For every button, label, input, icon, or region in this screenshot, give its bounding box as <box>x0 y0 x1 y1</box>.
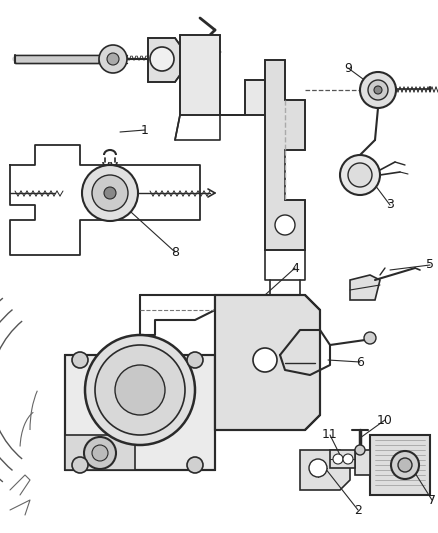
Circle shape <box>99 45 127 73</box>
Text: 9: 9 <box>344 61 352 75</box>
Circle shape <box>348 163 372 187</box>
Text: 5: 5 <box>426 259 434 271</box>
Circle shape <box>82 165 138 221</box>
Text: 4: 4 <box>291 262 299 274</box>
Circle shape <box>72 352 88 368</box>
Polygon shape <box>350 275 380 300</box>
Circle shape <box>72 457 88 473</box>
Polygon shape <box>65 435 135 470</box>
Text: 2: 2 <box>354 504 362 516</box>
Circle shape <box>343 454 353 464</box>
Circle shape <box>115 365 165 415</box>
Text: 8: 8 <box>171 246 179 259</box>
Circle shape <box>150 47 174 71</box>
Circle shape <box>95 345 185 435</box>
Circle shape <box>364 332 376 344</box>
Polygon shape <box>215 390 235 430</box>
Polygon shape <box>148 38 180 82</box>
Polygon shape <box>355 450 370 475</box>
Circle shape <box>85 335 195 445</box>
Circle shape <box>275 215 295 235</box>
Polygon shape <box>15 55 100 63</box>
Circle shape <box>92 445 108 461</box>
Circle shape <box>360 72 396 108</box>
Circle shape <box>374 86 382 94</box>
Text: 10: 10 <box>377 414 393 426</box>
Circle shape <box>187 352 203 368</box>
Polygon shape <box>180 35 265 115</box>
Polygon shape <box>300 450 350 490</box>
Circle shape <box>398 458 412 472</box>
Circle shape <box>309 459 327 477</box>
Text: 6: 6 <box>356 356 364 368</box>
Circle shape <box>104 187 116 199</box>
Circle shape <box>187 457 203 473</box>
Circle shape <box>340 155 380 195</box>
Polygon shape <box>265 60 305 250</box>
Circle shape <box>84 437 116 469</box>
Polygon shape <box>370 435 430 495</box>
Circle shape <box>92 175 128 211</box>
Circle shape <box>107 53 119 65</box>
Circle shape <box>355 445 365 455</box>
Polygon shape <box>330 450 355 468</box>
Text: 11: 11 <box>322 429 338 441</box>
Circle shape <box>253 348 277 372</box>
Polygon shape <box>215 295 320 430</box>
Circle shape <box>333 454 343 464</box>
Circle shape <box>368 80 388 100</box>
Polygon shape <box>65 355 215 470</box>
Text: 7: 7 <box>428 494 436 506</box>
Text: 3: 3 <box>386 198 394 212</box>
Circle shape <box>391 451 419 479</box>
Text: 1: 1 <box>141 124 149 136</box>
